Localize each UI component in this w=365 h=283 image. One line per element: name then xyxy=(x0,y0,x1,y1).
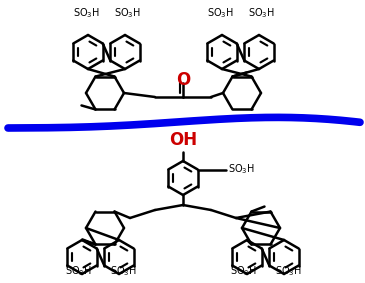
Text: SO$_3$H: SO$_3$H xyxy=(207,6,234,20)
Text: OH: OH xyxy=(169,131,197,149)
Text: SO$_3$H: SO$_3$H xyxy=(228,163,255,176)
Text: SO$_3$H: SO$_3$H xyxy=(274,264,301,278)
Text: SO$_3$H: SO$_3$H xyxy=(247,6,274,20)
Text: O: O xyxy=(176,71,190,89)
Text: SO$_3$H: SO$_3$H xyxy=(230,264,257,278)
Text: SO$_3$H: SO$_3$H xyxy=(110,264,137,278)
Text: SO$_3$H: SO$_3$H xyxy=(114,6,141,20)
Text: SO$_3$H: SO$_3$H xyxy=(65,264,92,278)
Text: SO$_3$H: SO$_3$H xyxy=(73,6,100,20)
